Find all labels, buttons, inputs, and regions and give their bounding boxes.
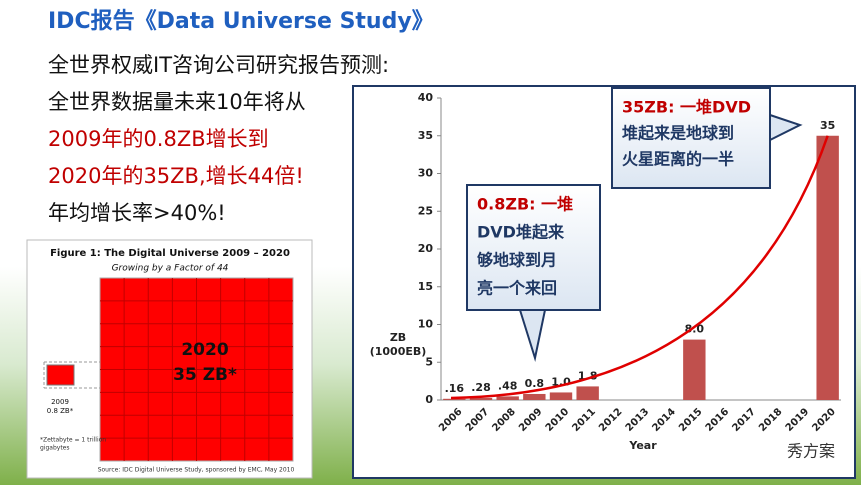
small-label: 0.8 ZB*	[47, 407, 74, 415]
chart: 0510152025303540ZB(1000EB)Year2006.16200…	[370, 87, 841, 452]
trend-curve	[450, 135, 829, 400]
value-label: 35	[820, 119, 835, 132]
value-label: .28	[471, 381, 491, 394]
bar	[549, 392, 573, 400]
callout-cover	[613, 89, 769, 187]
callout-text: 堆起来是地球到	[622, 124, 734, 143]
bar	[443, 398, 466, 400]
y-tick-label: 40	[418, 91, 434, 104]
y-tick-label: 35	[418, 129, 433, 142]
y-tick-label: 0	[425, 393, 433, 406]
callout-text: 亮一个来回	[477, 279, 557, 298]
value-label: .16	[445, 382, 465, 395]
callout-text: 火星距离的一半	[622, 150, 734, 169]
y-tick-label: 15	[418, 280, 433, 293]
y-tick-label: 5	[425, 355, 433, 368]
callout-cover	[468, 186, 599, 309]
callout-text: 够地球到月	[476, 251, 557, 270]
callout-pointer	[769, 114, 803, 141]
callout-pointer	[519, 309, 546, 362]
connector	[43, 361, 100, 389]
bar	[683, 339, 706, 400]
callout-text: 35ZB: 一堆DVD	[622, 98, 751, 117]
big-label: 35 ZB*	[173, 365, 237, 385]
slide-title: IDC报告《Data Universe Study》	[48, 9, 434, 34]
small-label: 2009	[51, 398, 69, 406]
bar	[523, 393, 546, 400]
source: Source: IDC Digital Universe Study, spon…	[98, 467, 295, 474]
callout-text: 0.8ZB: 一堆	[477, 195, 573, 214]
y-axis-label: (1000EB)	[370, 345, 427, 358]
bar	[576, 386, 599, 400]
bar	[816, 135, 839, 400]
text-line: 全世界数据量未来10年将从	[48, 90, 306, 114]
inset-subtitle: Growing by a Factor of 44	[112, 264, 229, 274]
bar	[496, 396, 519, 400]
y-axis-label: ZB	[390, 331, 406, 344]
value-label: 8.0	[685, 323, 705, 336]
text-line: 2020年的35ZB,增长44倍!	[48, 164, 304, 188]
callout-text: DVD堆起来	[477, 223, 565, 242]
x-axis-label: Year	[628, 439, 657, 452]
footnote: gigabytes	[40, 445, 70, 452]
text-line: 年均增长率>40%!	[48, 201, 226, 225]
text-line: 2009年的0.8ZB增长到	[48, 127, 269, 151]
watermark: 秀方案	[787, 442, 835, 461]
footnote: *Zettabyte = 1 trillion	[40, 437, 106, 444]
y-tick-label: 30	[418, 167, 434, 180]
y-tick-label: 10	[418, 318, 434, 331]
value-label: 0.8	[525, 377, 545, 390]
big-label: 2020	[181, 340, 228, 360]
y-tick-label: 25	[418, 204, 433, 217]
chart-frame	[352, 85, 856, 479]
inset-figure: Figure 1: The Digital Universe 2009 – 20…	[26, 239, 313, 479]
small-square	[46, 364, 75, 386]
square-grid	[100, 278, 293, 461]
bar	[469, 397, 493, 400]
text-line: 全世界权威IT咨询公司研究报告预测:	[48, 53, 389, 77]
value-label: .48	[498, 379, 518, 392]
inset-title: Figure 1: The Digital Universe 2009 – 20…	[50, 248, 290, 259]
y-tick-label: 20	[418, 242, 434, 255]
